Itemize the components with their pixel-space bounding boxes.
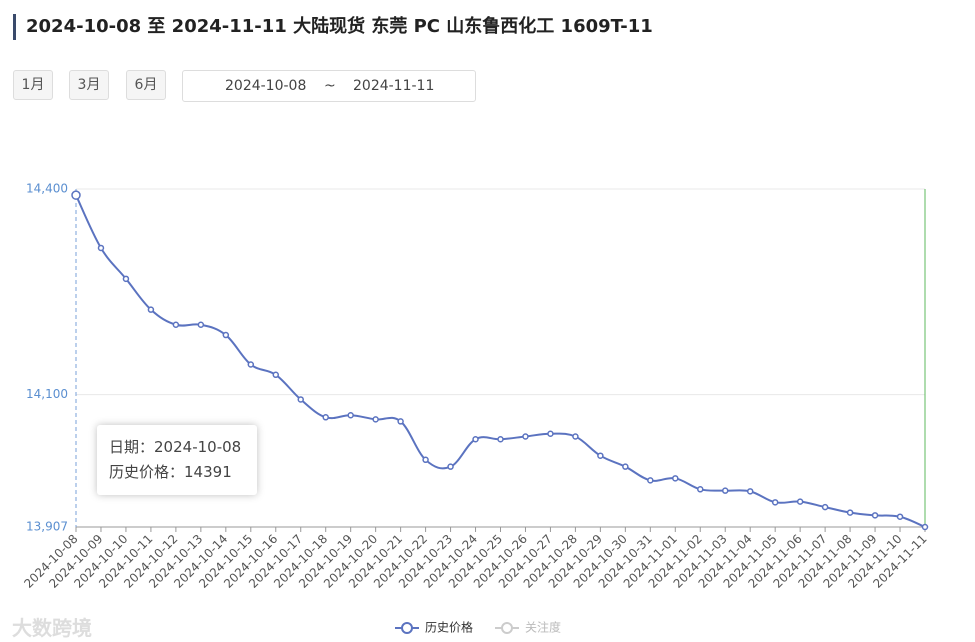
point: [122, 275, 130, 283]
legend-item[interactable]: 历史价格: [395, 620, 473, 635]
range-button[interactable]: 6月: [126, 70, 166, 100]
point: [846, 509, 854, 516]
point: [771, 499, 779, 506]
legend-marker: [401, 622, 413, 634]
point: [697, 486, 704, 493]
label: 历史价格：: [109, 463, 185, 481]
label: 日期：: [109, 438, 155, 456]
range-sep: ~: [324, 78, 336, 94]
point: [372, 416, 379, 423]
point: [746, 488, 754, 495]
legend-label: 历史价格: [425, 620, 473, 635]
point: [871, 512, 879, 519]
point: [322, 414, 329, 421]
point: [247, 361, 255, 368]
point: [896, 513, 904, 520]
range-end: 2024-11-11: [353, 78, 435, 94]
tooltip-value: 历史价格：14391: [109, 460, 245, 485]
point: [347, 411, 354, 419]
range-button[interactable]: 3月: [69, 70, 109, 100]
range-button[interactable]: 1月: [13, 70, 53, 100]
point: [522, 433, 529, 440]
y-tick-label: 13,907: [26, 520, 68, 534]
legend-label: 关注度: [525, 620, 561, 635]
watermark: 大数跨境: [12, 616, 92, 640]
point: [222, 331, 230, 339]
point: [172, 321, 180, 328]
y-tick-label: 14,400: [26, 182, 68, 196]
point: [721, 487, 729, 494]
point: [796, 498, 804, 505]
point: [672, 475, 679, 482]
point: [597, 452, 604, 459]
point: [147, 306, 155, 313]
title: 2024-10-08 至 2024-11-11 大陆现货 东莞 PC 山东鲁西化…: [13, 14, 653, 40]
tooltip: 日期：2024-10-08 历史价格：14391: [97, 425, 257, 495]
point: [272, 371, 280, 379]
point: [497, 435, 504, 443]
value: 14391: [184, 463, 232, 481]
point: [297, 396, 304, 403]
point: [921, 523, 929, 531]
point: [422, 456, 429, 464]
range-start: 2024-10-08: [225, 78, 307, 94]
y-tick-label: 14,100: [26, 387, 68, 401]
point: [821, 503, 829, 511]
point: [397, 418, 404, 425]
point: [647, 477, 654, 484]
date-range[interactable]: 2024-10-08 ~ 2024-11-11: [182, 70, 476, 102]
legend-marker: [501, 622, 513, 634]
point: [622, 463, 629, 470]
date: 2024-10-08: [154, 438, 242, 456]
tooltip-date: 日期：2024-10-08: [109, 435, 245, 460]
point: [197, 321, 205, 328]
legend-item[interactable]: 关注度: [495, 620, 561, 635]
point: [447, 463, 454, 470]
point: [71, 190, 81, 200]
point: [572, 433, 579, 440]
point: [97, 244, 105, 252]
point: [547, 430, 554, 438]
point: [472, 435, 479, 443]
